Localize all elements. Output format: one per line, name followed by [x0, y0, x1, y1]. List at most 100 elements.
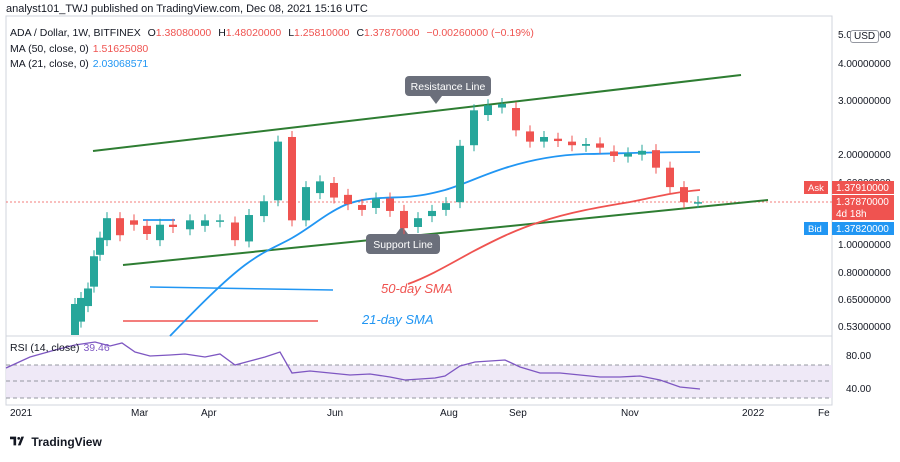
candle-down[interactable] [526, 131, 534, 142]
publisher-line: analyst101_TWJ published on TradingView.… [6, 3, 368, 15]
rsi-tick: 40.00 [846, 384, 871, 395]
candle-up[interactable] [694, 202, 702, 204]
candle-down[interactable] [169, 224, 177, 227]
high-value: 1.48020000 [225, 27, 282, 39]
resistance-trendline[interactable] [92, 74, 742, 152]
time-tick: Aug [440, 408, 458, 419]
candle-down[interactable] [680, 187, 688, 203]
candle-down[interactable] [386, 198, 394, 211]
candle-down[interactable] [231, 222, 239, 241]
candle-up[interactable] [260, 201, 268, 217]
candle-up[interactable] [316, 181, 324, 194]
sma21-annotation-line [149, 286, 334, 291]
ask-value: 1.37910000 [836, 183, 889, 194]
candle-down[interactable] [666, 167, 674, 188]
candle-down[interactable] [358, 205, 366, 210]
ask-tag: Ask 1.37910000 [804, 181, 894, 194]
time-tick: Mar [131, 408, 149, 419]
tradingview-footer[interactable]: TradingView [10, 435, 102, 449]
rsi-legend[interactable]: RSI (14, close) 39.46 [10, 342, 110, 354]
candle-down[interactable] [116, 218, 124, 236]
symbol-legend[interactable]: ADA / Dollar, 1W, BITFINEX O1.38080000 H… [10, 27, 534, 39]
ma21-value: 2.03068571 [92, 58, 149, 70]
candle-up[interactable] [498, 103, 506, 108]
candle-down[interactable] [130, 220, 138, 225]
candle-up[interactable] [90, 256, 98, 287]
candle-up[interactable] [428, 210, 436, 217]
time-tick: Apr [201, 408, 217, 419]
sma21-annotation: 21-day SMA [361, 312, 434, 327]
currency-button[interactable]: USD [850, 30, 880, 43]
candle-up[interactable] [302, 187, 310, 221]
last-price-tag: 1.37870000 4d 18h [832, 195, 894, 220]
candle-down[interactable] [568, 141, 576, 146]
time-tick: Sep [509, 408, 527, 419]
support-trendline[interactable] [122, 199, 769, 266]
candle-up[interactable] [216, 220, 224, 222]
time-tick: Fe [818, 408, 830, 419]
footer-brand: TradingView [31, 435, 102, 449]
candle-down[interactable] [652, 150, 660, 168]
candles-group [71, 97, 702, 335]
low-label: L [288, 27, 295, 39]
rsi-tick: 80.00 [846, 351, 871, 362]
candle-up[interactable] [456, 145, 464, 203]
bar-countdown: 4d 18h [836, 209, 867, 220]
high-label: H [218, 27, 226, 39]
candle-up[interactable] [96, 237, 104, 255]
candle-down[interactable] [596, 143, 604, 148]
candle-up[interactable] [201, 220, 209, 226]
candle-down[interactable] [400, 210, 408, 229]
candle-up[interactable] [638, 150, 646, 155]
ma50-line [407, 189, 701, 285]
candle-up[interactable] [372, 198, 380, 208]
candle-up[interactable] [274, 141, 282, 201]
candle-down[interactable] [512, 108, 520, 131]
candle-up[interactable] [582, 144, 590, 146]
candle-up[interactable] [77, 297, 85, 322]
candle-up[interactable] [540, 136, 548, 142]
ma50-value: 1.51625080 [92, 43, 149, 55]
price-tick: 0.65000000 [838, 295, 891, 306]
candle-down[interactable] [554, 138, 562, 142]
candle-up[interactable] [624, 153, 632, 157]
candle-up[interactable] [470, 110, 478, 146]
candle-down[interactable] [610, 151, 618, 156]
candle-up[interactable] [442, 203, 450, 210]
candle-up[interactable] [84, 288, 92, 307]
bid-value: 1.37820000 [836, 224, 889, 235]
ma21-legend[interactable]: MA (21, close, 0) 2.03068571 [10, 58, 148, 70]
candle-up[interactable] [103, 218, 111, 241]
time-axis[interactable]: 2021 Mar Apr Jun Aug Sep Nov 2022 Fe [10, 408, 830, 419]
ask-label: Ask [808, 183, 824, 194]
candle-up[interactable] [186, 220, 194, 230]
low-value: 1.25810000 [294, 27, 350, 39]
change-value: −0.00260000 (−0.19%) [426, 27, 534, 39]
time-tick: 2022 [742, 408, 765, 419]
tradingview-logo-icon [10, 436, 24, 446]
candle-up[interactable] [414, 218, 422, 227]
rsi-value: 39.46 [83, 342, 110, 354]
price-tick: 4.00000000 [838, 59, 891, 70]
candle-down[interactable] [288, 136, 296, 221]
open-label: O [147, 27, 156, 39]
rsi-label: RSI (14, close) [10, 342, 80, 354]
bid-tag: Bid 1.37820000 [804, 222, 894, 235]
candle-up[interactable] [71, 303, 79, 335]
candle-up[interactable] [156, 224, 164, 241]
support-callout: Support Line [366, 226, 440, 254]
candle-up[interactable] [245, 215, 253, 242]
chart-border [5, 15, 833, 406]
candle-down[interactable] [143, 225, 151, 235]
resistance-label: Resistance Line [411, 81, 486, 93]
time-tick: Jun [327, 408, 343, 419]
ma21-line [169, 151, 701, 337]
symbol-title: ADA / Dollar, 1W, BITFINEX [10, 27, 141, 39]
ma50-legend[interactable]: MA (50, close, 0) 1.51625080 [10, 43, 148, 55]
candle-up[interactable] [484, 105, 492, 116]
candle-down[interactable] [330, 182, 338, 198]
candle-down[interactable] [344, 194, 352, 205]
price-tick: 0.53000000 [838, 322, 891, 333]
